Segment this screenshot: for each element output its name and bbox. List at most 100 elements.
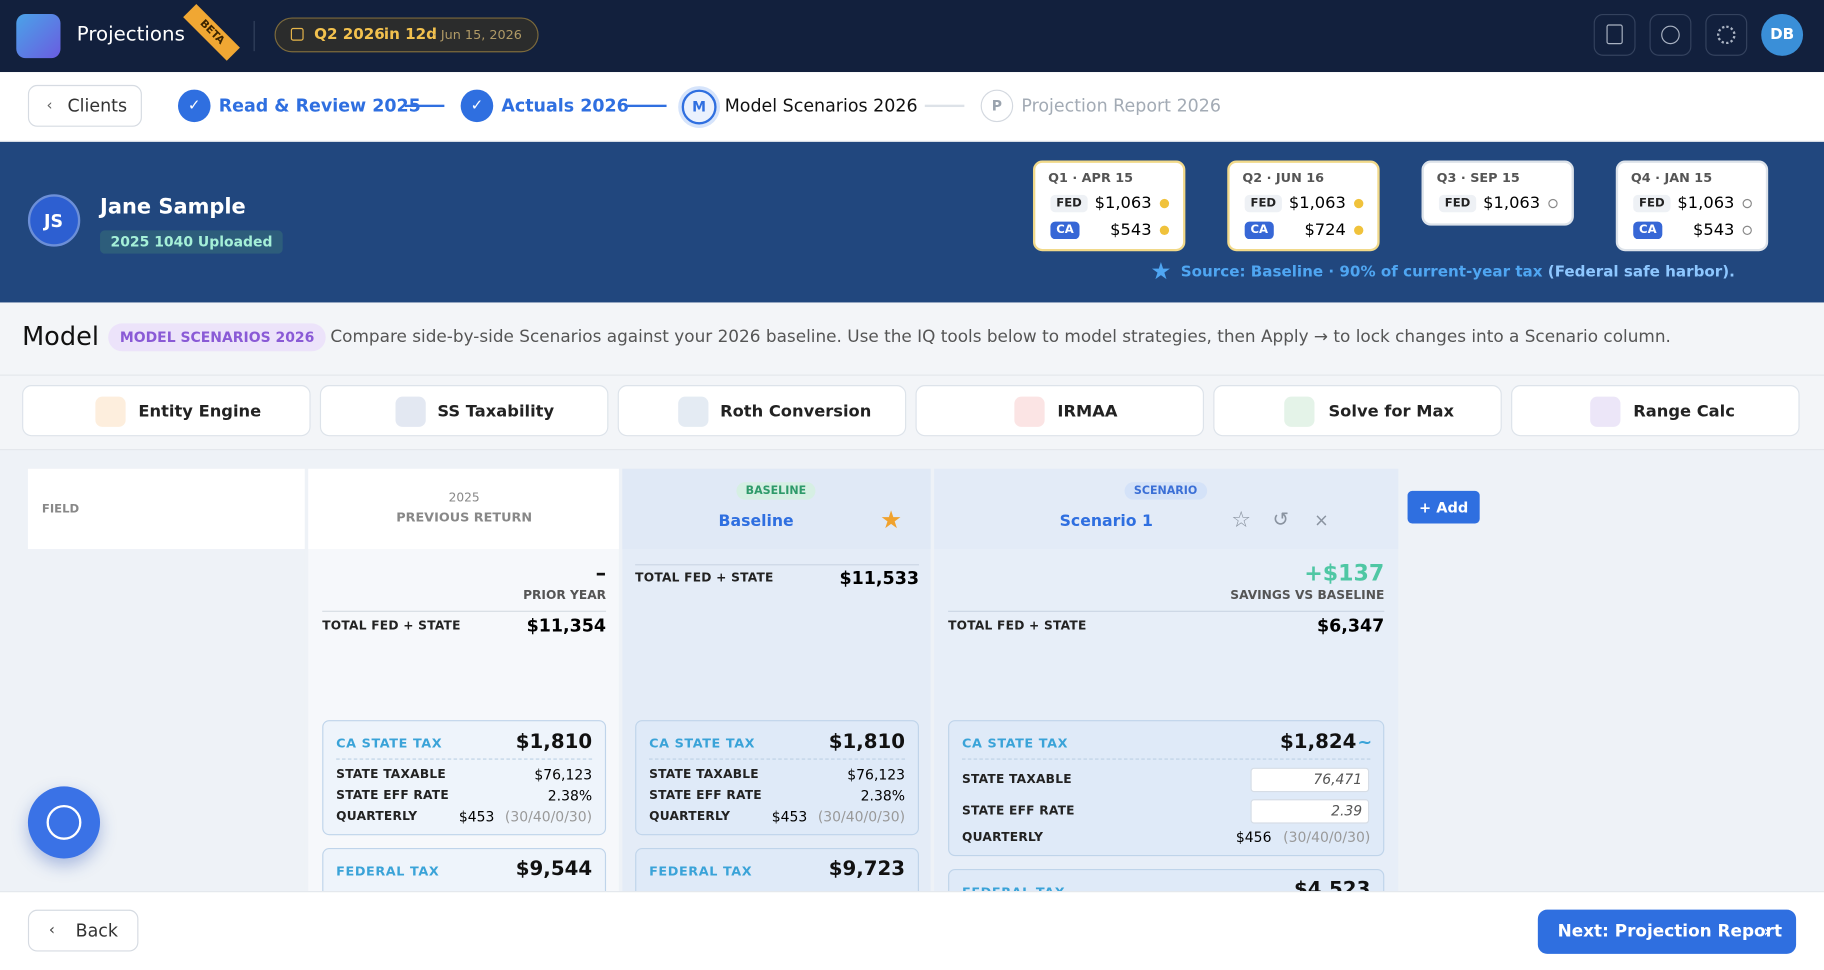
status-dot	[1354, 225, 1364, 235]
card-amount: $1,824	[1280, 730, 1357, 754]
clients-label: Clients	[67, 95, 128, 117]
column-tag: BASELINE	[736, 482, 816, 500]
step-label[interactable]: Model Scenarios 2026	[724, 95, 918, 117]
column-year: 2025	[448, 490, 480, 505]
next-button[interactable]	[1537, 909, 1797, 954]
help-button[interactable]	[1649, 13, 1692, 56]
logo[interactable]	[16, 13, 61, 59]
model-title: Model	[22, 322, 99, 352]
step-connector	[924, 104, 965, 108]
tool-button[interactable]: Roth Conversion	[617, 385, 907, 437]
column-name[interactable]: Scenario 1	[1059, 511, 1153, 531]
divider	[336, 758, 593, 760]
edited-flag: ~	[1357, 731, 1373, 753]
input-field[interactable]	[1250, 799, 1370, 824]
tool-button[interactable]: Range Calc	[1511, 385, 1800, 437]
status-dot	[1548, 198, 1558, 209]
divider	[948, 610, 1385, 612]
quarter-pill[interactable]	[274, 17, 539, 53]
column-name: Baseline	[718, 511, 794, 531]
headline-label: PRIOR YEAR	[523, 588, 607, 603]
quarter-amount: $1,063	[1677, 194, 1735, 213]
check: ✓	[470, 97, 484, 115]
step-label[interactable]: Read & Review 2025	[218, 95, 421, 117]
state-card	[635, 720, 919, 836]
tool-label: Roth Conversion	[720, 402, 872, 422]
avatar[interactable]	[1761, 13, 1804, 56]
clients-button[interactable]	[27, 84, 142, 127]
column-header	[308, 468, 619, 550]
source-emphasis: (Federal safe harbor).	[1547, 263, 1735, 281]
total: $6,347	[1316, 615, 1385, 637]
card-title: FEDERAL TAX	[336, 863, 440, 879]
app-name: Projections	[76, 23, 185, 47]
row-label: STATE EFF RATE	[649, 788, 762, 803]
model-description: Compare side-by-side Scenarios against y…	[330, 328, 1671, 347]
card-amount: $9,544	[515, 857, 593, 881]
add-scenario-button[interactable]	[1407, 490, 1480, 524]
step-done-icon	[177, 89, 211, 123]
quarter-amount: $1,063	[1288, 194, 1346, 213]
card-title: CA STATE TAX	[336, 735, 443, 751]
star-button[interactable]: ☆	[1231, 507, 1252, 533]
divider	[0, 374, 1824, 376]
step-marker: P	[991, 97, 1003, 115]
step-connector	[404, 104, 445, 108]
baseline-star[interactable]: ★	[880, 506, 903, 534]
tool-icon	[1014, 396, 1045, 427]
status-dot	[1354, 198, 1364, 209]
card-title: FEDERAL TAX	[649, 863, 753, 879]
row-label: STATE EFF RATE	[962, 803, 1075, 818]
status-dot	[1159, 225, 1170, 235]
step-label[interactable]: Projection Report 2026	[1021, 95, 1221, 117]
row-label: QUARTERLY	[649, 809, 731, 824]
tool-button[interactable]: SS Taxability	[319, 385, 609, 437]
due-date: · Jun 15, 2026	[432, 27, 522, 43]
chevron: ›	[1763, 922, 1771, 942]
row-label: QUARTERLY	[962, 830, 1044, 845]
input-field[interactable]	[1250, 767, 1370, 793]
tool-button[interactable]: IRMAA	[915, 385, 1204, 437]
client-initials: JS	[43, 210, 64, 232]
quarter-title: Q1 · APR 15	[1048, 170, 1134, 186]
card-amount: $9,723	[828, 857, 906, 881]
status-dot	[1159, 198, 1170, 209]
stepper	[0, 72, 1824, 142]
row-label: STATE TAXABLE	[649, 767, 759, 782]
divider	[635, 564, 919, 566]
back-label: Back	[75, 920, 118, 942]
row-value: $453	[458, 808, 495, 825]
divider	[322, 610, 607, 612]
settings-button[interactable]	[1705, 13, 1748, 56]
ca-label: CA	[1633, 221, 1663, 240]
tool-button[interactable]: Entity Engine	[22, 385, 311, 437]
ca-label: CA	[1050, 221, 1080, 240]
clipboard-button[interactable]	[1593, 13, 1636, 56]
row-label: STATE EFF RATE	[336, 788, 449, 803]
reset-button[interactable]: ↺	[1272, 508, 1290, 532]
tool-icon	[1284, 396, 1315, 427]
chevron: ‹	[48, 921, 55, 940]
quarter-title: Q3 · SEP 15	[1436, 170, 1520, 186]
client-avatar	[27, 194, 81, 247]
quarter-amount: $1,063	[1094, 194, 1152, 213]
total: $11,533	[839, 567, 919, 589]
client-status: 2025 1040 Uploaded	[100, 230, 283, 254]
row-note: (30/40/0/30)	[1283, 829, 1371, 846]
quarter-title: Q4 · JAN 15	[1630, 170, 1713, 186]
back-button[interactable]	[27, 909, 139, 952]
calendar-icon	[290, 27, 304, 41]
input-value: 76,471	[1313, 771, 1363, 788]
headline: +$137	[1304, 560, 1385, 587]
quarter-amount: $1,063	[1483, 194, 1541, 213]
row-note: (30/40/0/30)	[504, 808, 593, 825]
row-label: QUARTERLY	[336, 809, 418, 824]
column-title: PREVIOUS RETURN	[396, 510, 533, 526]
fed-label: FED	[1438, 194, 1477, 213]
tool-button[interactable]: Solve for Max	[1213, 385, 1502, 437]
remove-button[interactable]: ×	[1314, 509, 1329, 531]
tool-label: Entity Engine	[138, 402, 262, 422]
step-label[interactable]: Actuals 2026	[501, 95, 629, 117]
step-done-icon	[460, 89, 494, 123]
